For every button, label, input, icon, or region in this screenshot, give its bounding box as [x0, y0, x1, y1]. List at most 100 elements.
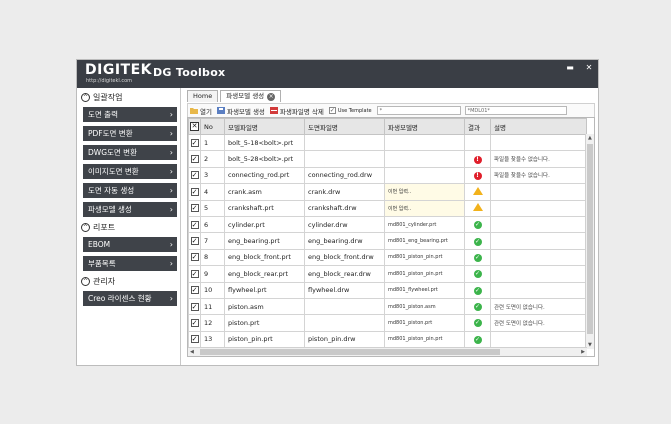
sidebar-item-parts-list[interactable]: 부품목록 ›	[83, 256, 177, 271]
row-checkbox[interactable]: ✓	[188, 183, 201, 201]
cell-desc	[490, 248, 587, 267]
scroll-up-icon[interactable]: ▲	[588, 135, 592, 141]
scroll-right-icon[interactable]: ▶	[581, 349, 585, 355]
cell-desc	[490, 133, 587, 152]
checkbox-icon[interactable]: ✓	[190, 253, 199, 262]
table-row[interactable]: ✓ 11 piston.asm md801_piston.asm ✓ 관련 도면이 없습니…	[188, 297, 587, 316]
cell-model: crank.asm	[224, 183, 305, 201]
row-checkbox[interactable]: ✓	[188, 265, 201, 283]
cell-derived[interactable]	[384, 166, 465, 185]
sidebar-item-label: 도면 자동 생성	[88, 186, 135, 195]
table-row[interactable]: ✓ 2 bolt_5-28<bolt>.prt! 파일을 찾을수 없습니다.	[188, 150, 587, 168]
cell-derived[interactable]: md801_cylinder.prt	[384, 215, 465, 234]
cell-derived[interactable]: md801_eng_bearing.prt	[384, 232, 465, 250]
table-row[interactable]: ✓ 6 cylinder.prt cylinder.drw md801_cylinder…	[188, 215, 587, 234]
select-all-checkbox[interactable]: ✕	[188, 118, 201, 135]
row-checkbox[interactable]: ✓	[188, 166, 201, 185]
sidebar-item-ebom[interactable]: EBOM ›	[83, 237, 177, 252]
template-input-2[interactable]: *MDL01*	[464, 106, 567, 115]
sidebar-item-auto-drawing[interactable]: 도면 자동 생성 ›	[83, 183, 177, 198]
title-bar: DIGITEK http://digitekl.com DG Toolbox ▬…	[77, 60, 598, 88]
cell-derived[interactable]: 이번 입력..	[384, 183, 465, 201]
checkbox-icon[interactable]: ✓	[190, 187, 199, 196]
minimize-icon[interactable]: ▬	[566, 63, 574, 72]
warning-icon	[472, 203, 483, 212]
checkbox-icon[interactable]: ✓	[190, 220, 199, 229]
table-row[interactable]: ✓ 13 piston_pin.prt piston_pin.drw md801_pis…	[188, 330, 587, 349]
cell-derived[interactable]	[384, 133, 465, 152]
row-checkbox[interactable]: ✓	[188, 232, 201, 250]
close-tab-icon[interactable]: ×	[267, 92, 276, 101]
sidebar-item-derived-model[interactable]: 파생모델 생성 ›	[83, 202, 177, 217]
tab-derived-model[interactable]: 파생모델 생성 ×	[220, 90, 282, 102]
sidebar-section-admin[interactable]: ^ 관리자	[81, 274, 115, 288]
checkbox-icon[interactable]: ✓	[190, 302, 199, 311]
checkbox-icon[interactable]: ✓	[190, 286, 199, 295]
sidebar-item-dwg[interactable]: DWG도면 변환 ›	[83, 145, 177, 160]
table-row[interactable]: ✓ 10 flywheel.prt flywheel.drw md801_flywhee…	[188, 281, 587, 299]
chevron-right-icon: ›	[169, 129, 173, 138]
row-checkbox[interactable]: ✓	[188, 297, 201, 316]
col-drawing[interactable]: 도면파일명	[304, 118, 385, 135]
table-row[interactable]: ✓ 1 bolt_5-18<bolt>.prt	[188, 133, 587, 152]
row-checkbox[interactable]: ✓	[188, 215, 201, 234]
template-input-1[interactable]: *	[376, 106, 461, 115]
table-row[interactable]: ✓ 9 eng_block_rear.prt eng_block_rear.drw md…	[188, 265, 587, 283]
cell-derived[interactable]: md801_piston.asm	[384, 297, 465, 316]
row-checkbox[interactable]: ✓	[188, 199, 201, 217]
checkbox-icon[interactable]: ✓	[190, 138, 199, 147]
col-derived[interactable]: 파생모델명	[384, 118, 465, 135]
cell-derived[interactable]: 이번 입력..	[384, 199, 465, 217]
checkbox-icon[interactable]: ✓	[190, 237, 199, 246]
cell-result: !	[464, 150, 491, 168]
col-result[interactable]: 결과	[464, 118, 491, 135]
row-checkbox[interactable]: ✓	[188, 314, 201, 332]
scroll-left-icon[interactable]: ◀	[190, 349, 194, 355]
cell-derived[interactable]: md801_piston_pin.prt	[384, 265, 465, 283]
table-row[interactable]: ✓ 12 piston.prt md801_piston.prt ✓ 관련 도면이 없습니…	[188, 314, 587, 332]
row-checkbox[interactable]: ✓	[188, 150, 201, 168]
scroll-thumb[interactable]	[587, 144, 593, 334]
col-desc[interactable]: 설명	[490, 118, 587, 135]
table-row[interactable]: ✓ 3 connecting_rod.prt connecting_rod.drw! 파…	[188, 166, 587, 185]
checkbox-icon[interactable]: ✓	[190, 335, 199, 344]
table-row[interactable]: ✓ 7 eng_bearing.prt eng_bearing.drw md801_en…	[188, 232, 587, 250]
cell-drawing: eng_block_rear.drw	[304, 265, 385, 283]
checkbox-icon[interactable]: ✓	[190, 155, 199, 164]
generate-button[interactable]: 파생모델 생성	[216, 106, 265, 116]
table-row[interactable]: ✓ 4 crank.asm crank.drw 이번 입력..	[188, 183, 587, 201]
sidebar-item-drawing-print[interactable]: 도면 출력 ›	[83, 107, 177, 122]
cell-derived[interactable]: md801_piston.prt	[384, 314, 465, 332]
vertical-scrollbar[interactable]: ▲ ▼	[585, 134, 594, 349]
sidebar-item-image[interactable]: 이미지도면 변환 ›	[83, 164, 177, 179]
table-row[interactable]: ✓ 8 eng_block_front.prt eng_block_front.drw…	[188, 248, 587, 267]
checkbox-icon[interactable]: ✓	[190, 318, 199, 327]
sidebar-item-pdf[interactable]: PDF도면 변환 ›	[83, 126, 177, 141]
cell-derived[interactable]: md801_flywheel.prt	[384, 281, 465, 299]
scroll-down-icon[interactable]: ▼	[588, 342, 592, 348]
open-button[interactable]: 열기	[190, 106, 212, 116]
tab-home[interactable]: Home	[187, 90, 219, 102]
cell-derived[interactable]: md801_piston_pin.prt	[384, 248, 465, 267]
checkbox-icon[interactable]: ✓	[190, 204, 199, 213]
scroll-thumb[interactable]	[200, 349, 500, 355]
sidebar-item-creo-license[interactable]: Creo 라이센스 현황 ›	[83, 291, 177, 306]
col-no[interactable]: No	[200, 118, 225, 135]
row-checkbox[interactable]: ✓	[188, 248, 201, 267]
cell-derived[interactable]	[384, 150, 465, 168]
table-row[interactable]: ✓ 5 crankshaft.prt crankshaft.drw 이번 입력..	[188, 199, 587, 217]
col-model[interactable]: 모델파일명	[224, 118, 305, 135]
sidebar-section-report[interactable]: ^ 리포트	[81, 220, 115, 234]
cell-derived[interactable]: md801_piston_pin.prt	[384, 330, 465, 349]
use-template-checkbox[interactable]: ✓ Use Template	[328, 107, 372, 114]
checkbox-icon[interactable]: ✓	[190, 171, 199, 180]
row-checkbox[interactable]: ✓	[188, 330, 201, 349]
row-checkbox[interactable]: ✓	[188, 281, 201, 299]
checkbox-icon[interactable]: ✓	[190, 269, 199, 278]
row-checkbox[interactable]: ✓	[188, 133, 201, 152]
horizontal-scrollbar[interactable]: ◀ ▶	[188, 347, 587, 356]
cell-model: bolt_5-28<bolt>.prt	[224, 150, 305, 168]
delete-button[interactable]: 파생파일명 삭제	[269, 106, 324, 116]
sidebar-section-batch[interactable]: ^ 일괄작업	[81, 90, 122, 104]
close-icon[interactable]: ✕	[585, 63, 593, 72]
